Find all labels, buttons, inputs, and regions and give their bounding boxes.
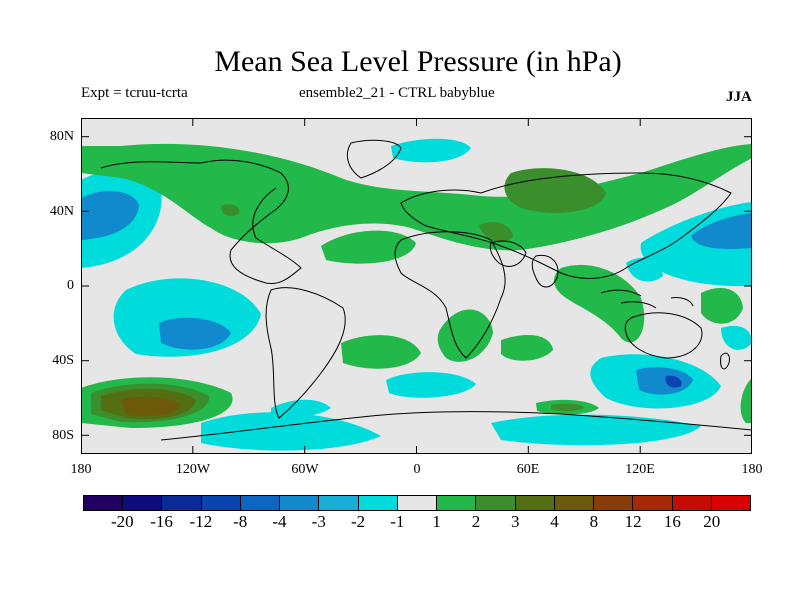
colorbar-tick-label: -16 xyxy=(150,512,173,531)
pacific-north-west-core xyxy=(81,191,139,240)
south-indian-low xyxy=(386,372,476,398)
colorbar-tick-label: -8 xyxy=(233,512,248,531)
lon-label-60w: 60W xyxy=(291,462,319,477)
colorbar xyxy=(83,495,751,511)
colorbar-tick-label: -12 xyxy=(189,512,213,531)
colorbar-tick-label: 4 xyxy=(550,512,559,531)
lon-label-0: 0 xyxy=(413,462,421,477)
indian-ocean-high xyxy=(554,264,645,343)
colorbar-tick-label: -20 xyxy=(110,512,134,531)
season-label: JJA xyxy=(726,89,752,105)
arctic-low xyxy=(391,138,471,163)
lon-label-60e: 60E xyxy=(516,462,540,477)
colorbar-tick-label: 2 xyxy=(471,512,481,531)
colorbar-tick-label: -1 xyxy=(390,512,405,531)
antarctic-low xyxy=(491,414,701,446)
colorbar-tick-label: 3 xyxy=(510,512,520,531)
lat-label-80s: 80S xyxy=(52,428,74,443)
colorbar-swatch xyxy=(633,496,673,510)
lat-label-0: 0 xyxy=(67,278,74,293)
colorbar-swatch xyxy=(594,496,634,510)
colorbar-tick-label: 16 xyxy=(663,512,681,531)
tasman-high xyxy=(701,288,743,324)
southeast-pacific-high-center xyxy=(121,396,181,416)
south-indian-high xyxy=(501,335,553,361)
colorbar-swatch xyxy=(240,496,281,510)
colorbar-swatch xyxy=(201,496,241,510)
colorbar-tick-label: 1 xyxy=(432,512,441,531)
chart-title: Mean Sea Level Pressure (in hPa) xyxy=(214,45,622,78)
colorbar-swatch xyxy=(358,496,398,510)
colorbar-swatch xyxy=(280,496,320,510)
colorbar-swatch xyxy=(476,496,516,510)
experiment-label: Expt = tcruu-tcrta xyxy=(81,85,188,101)
southern-ocean-low-b xyxy=(271,399,331,418)
map-svg xyxy=(81,118,752,454)
pacific-north-east-core xyxy=(691,213,752,249)
atlantic-high xyxy=(321,230,416,264)
positive-anomalies xyxy=(81,143,752,428)
lon-label-120e: 120E xyxy=(625,462,655,477)
colorbar-swatch xyxy=(162,496,202,510)
australia-south-core xyxy=(636,367,693,395)
colorbar-tick-label: -2 xyxy=(350,512,366,531)
southern-ocean-low-a xyxy=(201,412,381,451)
tick-marks xyxy=(81,118,752,454)
colorbar-swatch xyxy=(84,496,124,510)
north-america-coast xyxy=(100,159,302,285)
negative-anomalies xyxy=(81,138,752,451)
colorbar-tick-label: -4 xyxy=(272,512,287,531)
south-america-coast xyxy=(265,287,346,419)
colorbar-swatch xyxy=(123,496,163,510)
north-america-high-core xyxy=(221,204,240,216)
coastlines xyxy=(100,139,752,441)
africa-coast xyxy=(394,231,506,359)
lon-label-180w: 180 xyxy=(70,462,92,477)
south-pacific-core xyxy=(159,317,231,350)
antarctica-coast xyxy=(160,411,752,441)
africa-south-high xyxy=(437,309,493,362)
colorbar-tick-label: 20 xyxy=(703,512,721,531)
colorbar-tick-label: 12 xyxy=(624,512,642,531)
maritime-islands xyxy=(600,289,694,309)
map-panel xyxy=(81,118,752,454)
arabia-coast xyxy=(489,240,527,267)
greenland-coast xyxy=(346,139,402,179)
south-pacific-high-east xyxy=(740,378,752,423)
middle-east-high-core xyxy=(479,222,513,242)
eurasia-high-core xyxy=(504,168,606,213)
southeast-pacific-low xyxy=(721,325,752,350)
new-zealand-coast xyxy=(720,352,730,370)
colorbar-swatch xyxy=(672,496,712,510)
west-pacific-low xyxy=(626,257,663,282)
colorbar-tick-label: 8 xyxy=(589,512,599,531)
colorbar-swatch xyxy=(437,496,477,510)
lon-label-180e: 180 xyxy=(741,462,763,477)
australia-coast xyxy=(624,312,703,359)
colorbar-swatch xyxy=(515,496,555,510)
eurasia-coast xyxy=(400,172,732,279)
colorbar-swatch xyxy=(554,496,595,510)
ensemble-label: ensemble2_21 - CTRL babyblue xyxy=(299,85,495,101)
lat-label-80n: 80N xyxy=(49,129,74,144)
colorbar-tick-label: -3 xyxy=(311,512,326,531)
australia-south-center xyxy=(665,375,682,388)
colorbar-swatch xyxy=(319,496,359,510)
south-atlantic-high xyxy=(341,335,421,369)
arctic-high xyxy=(81,143,752,251)
india-coast xyxy=(531,254,559,288)
colorbar-swatch xyxy=(397,496,438,510)
lat-label-40s: 40S xyxy=(52,353,74,368)
antarctic-high-core xyxy=(551,403,585,412)
lat-label-40n: 40N xyxy=(49,204,74,219)
lon-label-120w: 120W xyxy=(175,462,211,477)
colorbar-swatch xyxy=(711,496,750,510)
